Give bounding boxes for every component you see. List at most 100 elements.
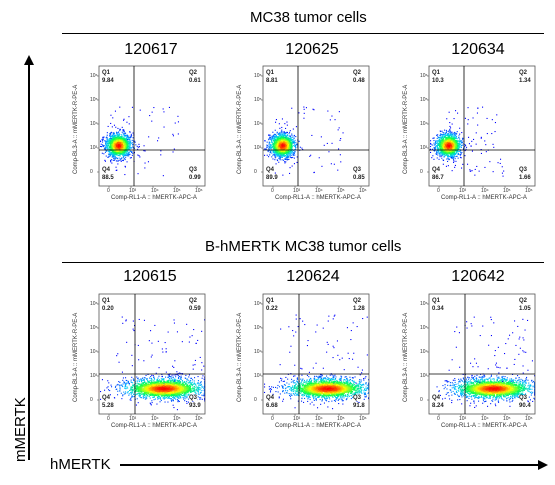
event-dot <box>474 174 476 176</box>
event-dot <box>287 138 289 140</box>
event-dot <box>176 371 178 373</box>
event-dot <box>152 375 154 377</box>
quadrant-name-q4: Q4 <box>266 167 275 173</box>
event-dot <box>274 142 276 144</box>
event-dot <box>284 155 286 157</box>
event-dot <box>451 143 454 145</box>
event-dot <box>121 316 123 318</box>
event-dot <box>284 147 287 149</box>
event-dot <box>273 134 275 136</box>
event-dot <box>447 141 450 144</box>
event-dot <box>271 141 273 143</box>
event-dot <box>445 139 447 141</box>
event-dot <box>126 142 128 144</box>
event-dot <box>436 157 438 159</box>
event-dot <box>270 147 272 149</box>
event-dot <box>199 381 201 383</box>
event-dot <box>275 121 277 123</box>
event-dot <box>435 153 437 155</box>
event-dot <box>457 150 459 152</box>
event-dot <box>109 151 111 153</box>
event-dot <box>127 138 129 140</box>
event-dot <box>474 168 476 170</box>
event-dot <box>109 139 111 141</box>
event-dot <box>454 150 456 152</box>
event-dot <box>447 154 449 156</box>
event-dot <box>460 146 462 148</box>
event-dot <box>117 136 119 138</box>
event-dot <box>118 361 120 363</box>
event-dot <box>124 144 126 147</box>
event-dot <box>445 145 447 147</box>
event-dot <box>290 152 292 154</box>
event-dot <box>119 152 121 154</box>
event-dot <box>318 157 320 159</box>
event-dot <box>290 139 292 141</box>
event-dot <box>447 149 449 152</box>
event-dot <box>287 157 289 159</box>
event-dot <box>269 145 271 147</box>
event-dot <box>290 143 292 145</box>
event-dot <box>451 145 454 148</box>
event-dot <box>464 155 466 157</box>
event-dot <box>126 136 128 138</box>
event-dot <box>278 134 280 136</box>
event-dot <box>441 153 443 155</box>
event-dot <box>329 119 331 121</box>
event-dot <box>274 152 276 154</box>
event-dot <box>119 106 121 108</box>
event-dot <box>284 139 287 141</box>
event-dot <box>435 148 437 150</box>
event-dot <box>118 144 120 146</box>
event-dot <box>493 146 495 148</box>
x-tick-label: 10⁵ <box>337 188 345 194</box>
event-dot <box>110 153 112 155</box>
event-dot <box>125 153 127 155</box>
event-dot <box>169 383 171 386</box>
event-dot <box>278 139 280 142</box>
event-dot <box>112 140 114 142</box>
event-dot <box>285 155 287 157</box>
event-dot <box>290 147 292 149</box>
event-dot <box>287 156 289 158</box>
event-dot <box>313 109 315 111</box>
event-dot <box>286 157 288 159</box>
event-dot <box>127 139 129 141</box>
quadrant-name-q3: Q3 <box>519 167 528 173</box>
event-dot <box>134 141 136 143</box>
event-dot <box>186 378 188 380</box>
event-dot <box>439 142 441 144</box>
event-dot <box>108 150 110 152</box>
event-dot <box>290 151 292 153</box>
event-dot <box>273 145 275 147</box>
event-dot <box>273 152 275 154</box>
event-dot <box>116 154 118 156</box>
event-dot <box>448 139 451 142</box>
event-dot <box>456 133 458 135</box>
event-dot <box>126 150 128 152</box>
event-dot <box>450 156 452 158</box>
event-dot <box>453 149 455 152</box>
event-dot <box>464 117 466 119</box>
event-dot <box>450 155 452 157</box>
event-dot <box>117 127 119 129</box>
event-dot <box>132 142 134 144</box>
event-dot <box>129 141 131 143</box>
event-dot <box>282 155 284 157</box>
event-dot <box>272 151 274 153</box>
event-dot <box>441 146 444 149</box>
event-dot <box>127 153 129 155</box>
event-dot <box>105 150 107 152</box>
event-dot <box>449 150 451 153</box>
event-dot <box>290 136 292 138</box>
event-dot <box>486 117 488 119</box>
event-dot <box>309 155 311 157</box>
event-dot <box>136 382 138 384</box>
event-dot <box>444 136 446 138</box>
event-dot <box>286 145 288 148</box>
event-dot <box>106 142 108 144</box>
y-tick-label: 10⁵ <box>420 97 428 103</box>
event-dot <box>117 160 119 162</box>
event-dot <box>494 122 496 124</box>
event-dot <box>468 143 470 145</box>
